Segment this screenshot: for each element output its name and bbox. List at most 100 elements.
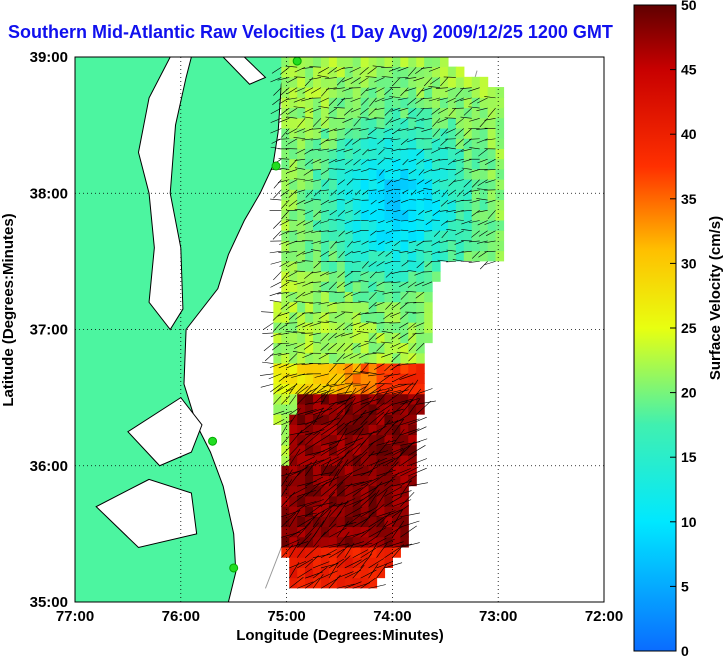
velocity-cell <box>416 127 425 139</box>
velocity-vector <box>377 220 385 224</box>
velocity-vector <box>288 353 298 362</box>
velocity-vector <box>445 128 457 134</box>
velocity-cell <box>281 199 290 211</box>
velocity-vector <box>378 189 385 192</box>
velocity-vector <box>361 158 369 165</box>
velocity-vector <box>400 178 409 180</box>
velocity-vector <box>353 371 369 375</box>
velocity-cell <box>352 536 362 548</box>
velocity-cell <box>320 475 330 487</box>
velocity-cell <box>281 127 290 139</box>
velocity-vector <box>370 199 377 205</box>
velocity-vector <box>360 486 379 497</box>
velocity-cell <box>289 485 298 497</box>
velocity-vector <box>377 250 385 257</box>
velocity-vector <box>461 228 472 232</box>
velocity-vector <box>454 128 465 137</box>
velocity-vector <box>446 249 456 252</box>
velocity-cell <box>289 546 298 558</box>
velocity-cell <box>384 209 393 221</box>
velocity-cell <box>376 291 386 303</box>
velocity-cell <box>416 189 425 201</box>
velocity-vector <box>333 301 345 304</box>
velocity-vector <box>308 332 322 336</box>
velocity-vector <box>285 330 298 334</box>
velocity-cell <box>392 281 401 293</box>
velocity-vector <box>416 388 433 395</box>
velocity-cell <box>328 158 338 170</box>
velocity-cell <box>392 66 401 78</box>
velocity-cell <box>471 230 481 241</box>
velocity-vector <box>393 219 401 221</box>
velocity-vector <box>328 446 348 456</box>
velocity-vector <box>368 249 377 252</box>
velocity-vector <box>479 261 488 270</box>
velocity-vector <box>281 199 290 209</box>
velocity-vector <box>269 250 282 254</box>
velocity-cell <box>392 148 401 160</box>
velocity-cell <box>408 291 417 303</box>
velocity-cell <box>432 230 441 241</box>
velocity-cell <box>328 260 338 272</box>
figure-title: Southern Mid-Atlantic Raw Velocities (1 … <box>8 22 613 42</box>
velocity-vector <box>279 66 290 75</box>
velocity-cell <box>479 179 489 190</box>
velocity-vector <box>318 353 330 360</box>
velocity-cell <box>424 158 433 170</box>
velocity-vector <box>324 77 337 80</box>
velocity-vector <box>448 189 457 196</box>
velocity-vector <box>381 353 393 358</box>
velocity-cell <box>336 270 346 282</box>
velocity-cell <box>313 138 322 149</box>
velocity-vector <box>365 118 377 121</box>
velocity-cell <box>455 127 465 139</box>
velocity-vector <box>342 87 353 92</box>
velocity-vector <box>310 291 322 293</box>
velocity-cell <box>297 342 306 354</box>
velocity-cell <box>440 199 449 211</box>
velocity-vector <box>408 426 427 436</box>
velocity-cell <box>344 516 354 528</box>
velocity-cell <box>440 168 449 180</box>
velocity-cell <box>368 179 378 190</box>
velocity-cell <box>305 506 314 517</box>
velocity-vector <box>367 66 377 75</box>
velocity-cell <box>313 107 322 119</box>
velocity-vector <box>484 220 496 225</box>
station-marker <box>292 57 302 66</box>
velocity-cell <box>400 373 409 384</box>
velocity-vector <box>289 469 302 487</box>
velocity-cell <box>313 158 322 170</box>
velocity-cell <box>400 393 409 405</box>
velocity-vector <box>328 410 344 426</box>
velocity-vector <box>393 188 401 191</box>
velocity-cell <box>320 577 330 589</box>
velocity-cell <box>297 577 306 589</box>
velocity-cell <box>352 250 362 262</box>
velocity-cell <box>336 281 346 293</box>
velocity-vector <box>336 498 356 507</box>
velocity-cell <box>368 281 378 293</box>
velocity-vector <box>353 363 361 373</box>
velocity-cell <box>297 454 306 466</box>
velocity-vector <box>328 548 345 558</box>
velocity-vector <box>293 106 306 109</box>
velocity-cell <box>368 526 378 538</box>
velocity-vector <box>378 199 385 204</box>
velocity-vector <box>279 261 290 267</box>
velocity-cell <box>352 127 362 139</box>
velocity-cell <box>281 546 290 558</box>
velocity-vector <box>304 504 322 518</box>
velocity-vector <box>383 281 393 283</box>
velocity-vector <box>352 510 372 518</box>
velocity-vector <box>277 312 290 317</box>
velocity-cell <box>463 138 473 149</box>
velocity-vector <box>360 87 369 96</box>
velocity-cell <box>344 434 354 446</box>
velocity-vector <box>320 476 339 487</box>
velocity-cell <box>360 373 370 384</box>
velocity-cell <box>479 107 489 119</box>
velocity-cell <box>376 281 386 293</box>
velocity-cell <box>313 148 322 160</box>
velocity-vector <box>351 261 361 263</box>
